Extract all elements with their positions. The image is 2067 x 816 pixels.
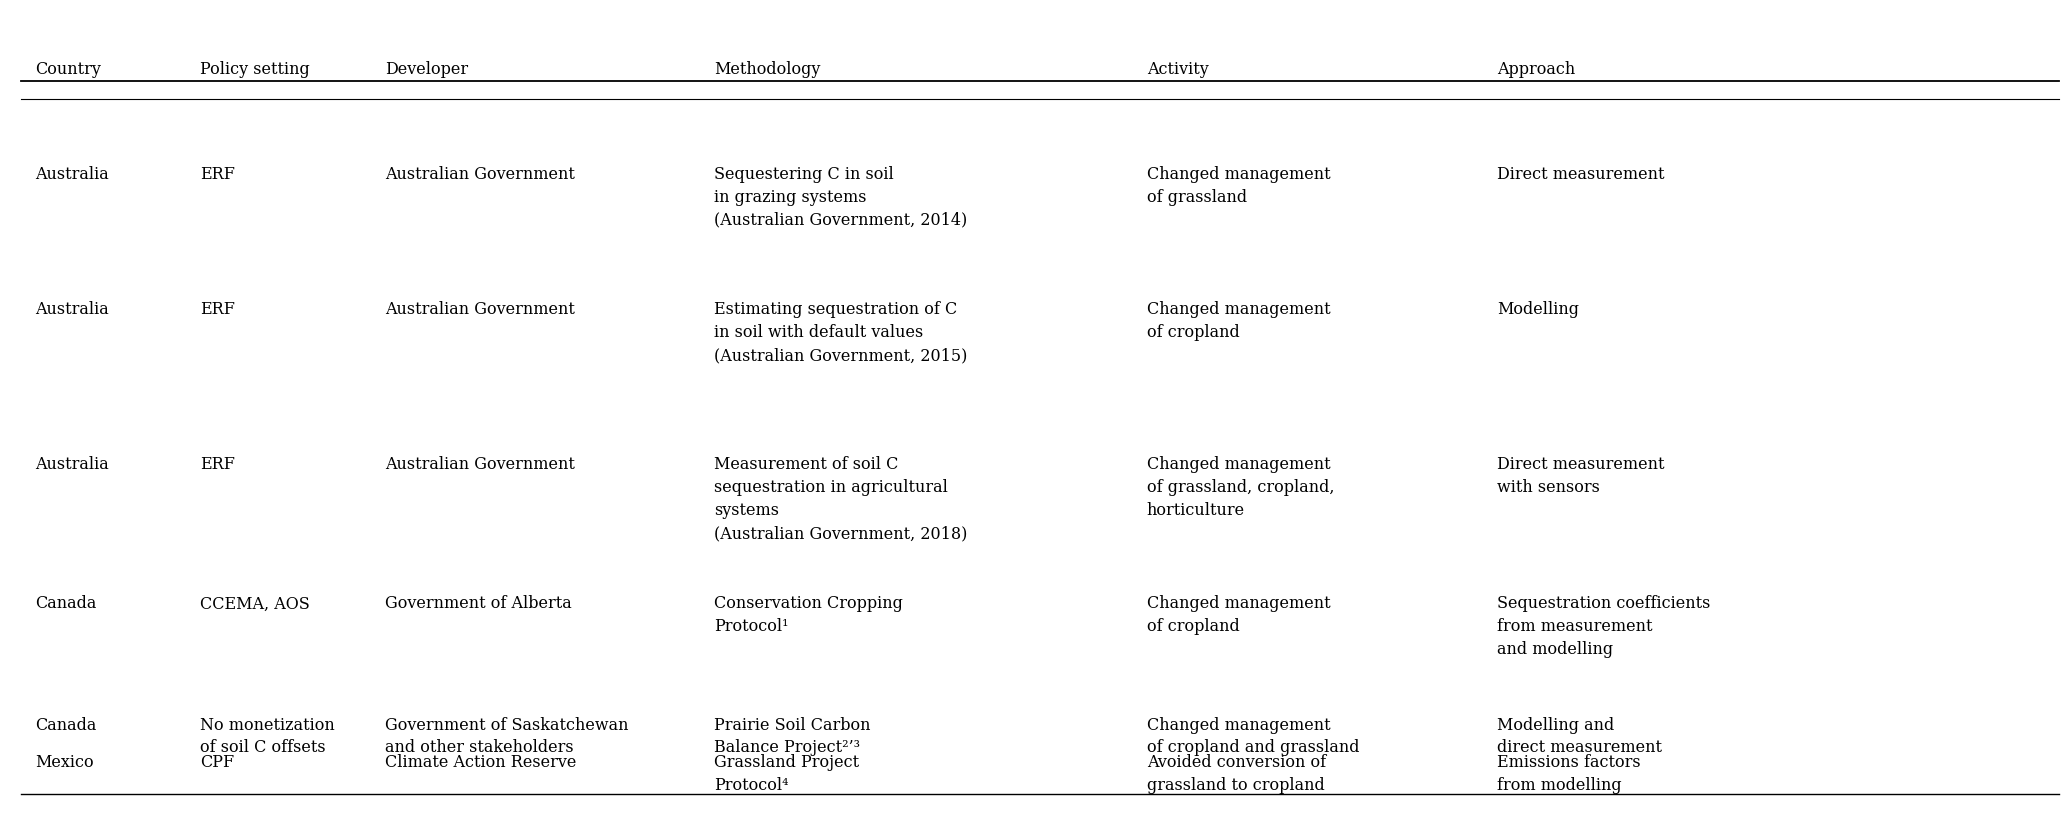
Text: Canada: Canada [35,716,97,734]
Text: Measurement of soil C
sequestration in agricultural
systems
(Australian Governme: Measurement of soil C sequestration in a… [715,456,967,542]
Text: Direct measurement: Direct measurement [1497,166,1664,183]
Text: Changed management
of cropland and grassland: Changed management of cropland and grass… [1147,716,1360,756]
Text: Sequestration coefficients
from measurement
and modelling: Sequestration coefficients from measurem… [1497,596,1709,658]
Text: Emissions factors
from modelling: Emissions factors from modelling [1497,754,1641,793]
Text: Developer: Developer [384,60,467,78]
Text: Australia: Australia [35,301,110,318]
Text: ERF: ERF [200,301,236,318]
Text: CPF: CPF [200,754,234,770]
Text: Prairie Soil Carbon
Balance Project²’³: Prairie Soil Carbon Balance Project²’³ [715,716,870,756]
Text: Climate Action Reserve: Climate Action Reserve [384,754,577,770]
Text: ERF: ERF [200,166,236,183]
Text: Methodology: Methodology [715,60,821,78]
Text: Changed management
of grassland, cropland,
horticulture: Changed management of grassland, croplan… [1147,456,1333,519]
Text: Mexico: Mexico [35,754,93,770]
Text: Modelling and
direct measurement: Modelling and direct measurement [1497,716,1662,756]
Text: Changed management
of cropland: Changed management of cropland [1147,301,1331,341]
Text: ERF: ERF [200,456,236,473]
Text: Conservation Cropping
Protocol¹: Conservation Cropping Protocol¹ [715,596,903,635]
Text: Modelling: Modelling [1497,301,1579,318]
Text: Australian Government: Australian Government [384,166,575,183]
Text: Australian Government: Australian Government [384,301,575,318]
Text: Avoided conversion of
grassland to cropland: Avoided conversion of grassland to cropl… [1147,754,1325,793]
Text: Government of Alberta: Government of Alberta [384,596,573,612]
Text: Estimating sequestration of C
in soil with default values
(Australian Government: Estimating sequestration of C in soil wi… [715,301,967,364]
Text: Australia: Australia [35,456,110,473]
Text: Canada: Canada [35,596,97,612]
Text: Policy setting: Policy setting [200,60,310,78]
Text: Australia: Australia [35,166,110,183]
Text: Direct measurement
with sensors: Direct measurement with sensors [1497,456,1664,496]
Text: Activity: Activity [1147,60,1209,78]
Text: No monetization
of soil C offsets: No monetization of soil C offsets [200,716,335,756]
Text: Country: Country [35,60,101,78]
Text: Approach: Approach [1497,60,1575,78]
Text: Australian Government: Australian Government [384,456,575,473]
Text: CCEMA, AOS: CCEMA, AOS [200,596,310,612]
Text: Grassland Project
Protocol⁴: Grassland Project Protocol⁴ [715,754,860,793]
Text: Changed management
of grassland: Changed management of grassland [1147,166,1331,206]
Text: Government of Saskatchewan
and other stakeholders: Government of Saskatchewan and other sta… [384,716,628,756]
Text: Changed management
of cropland: Changed management of cropland [1147,596,1331,635]
Text: Sequestering C in soil
in grazing systems
(Australian Government, 2014): Sequestering C in soil in grazing system… [715,166,967,228]
